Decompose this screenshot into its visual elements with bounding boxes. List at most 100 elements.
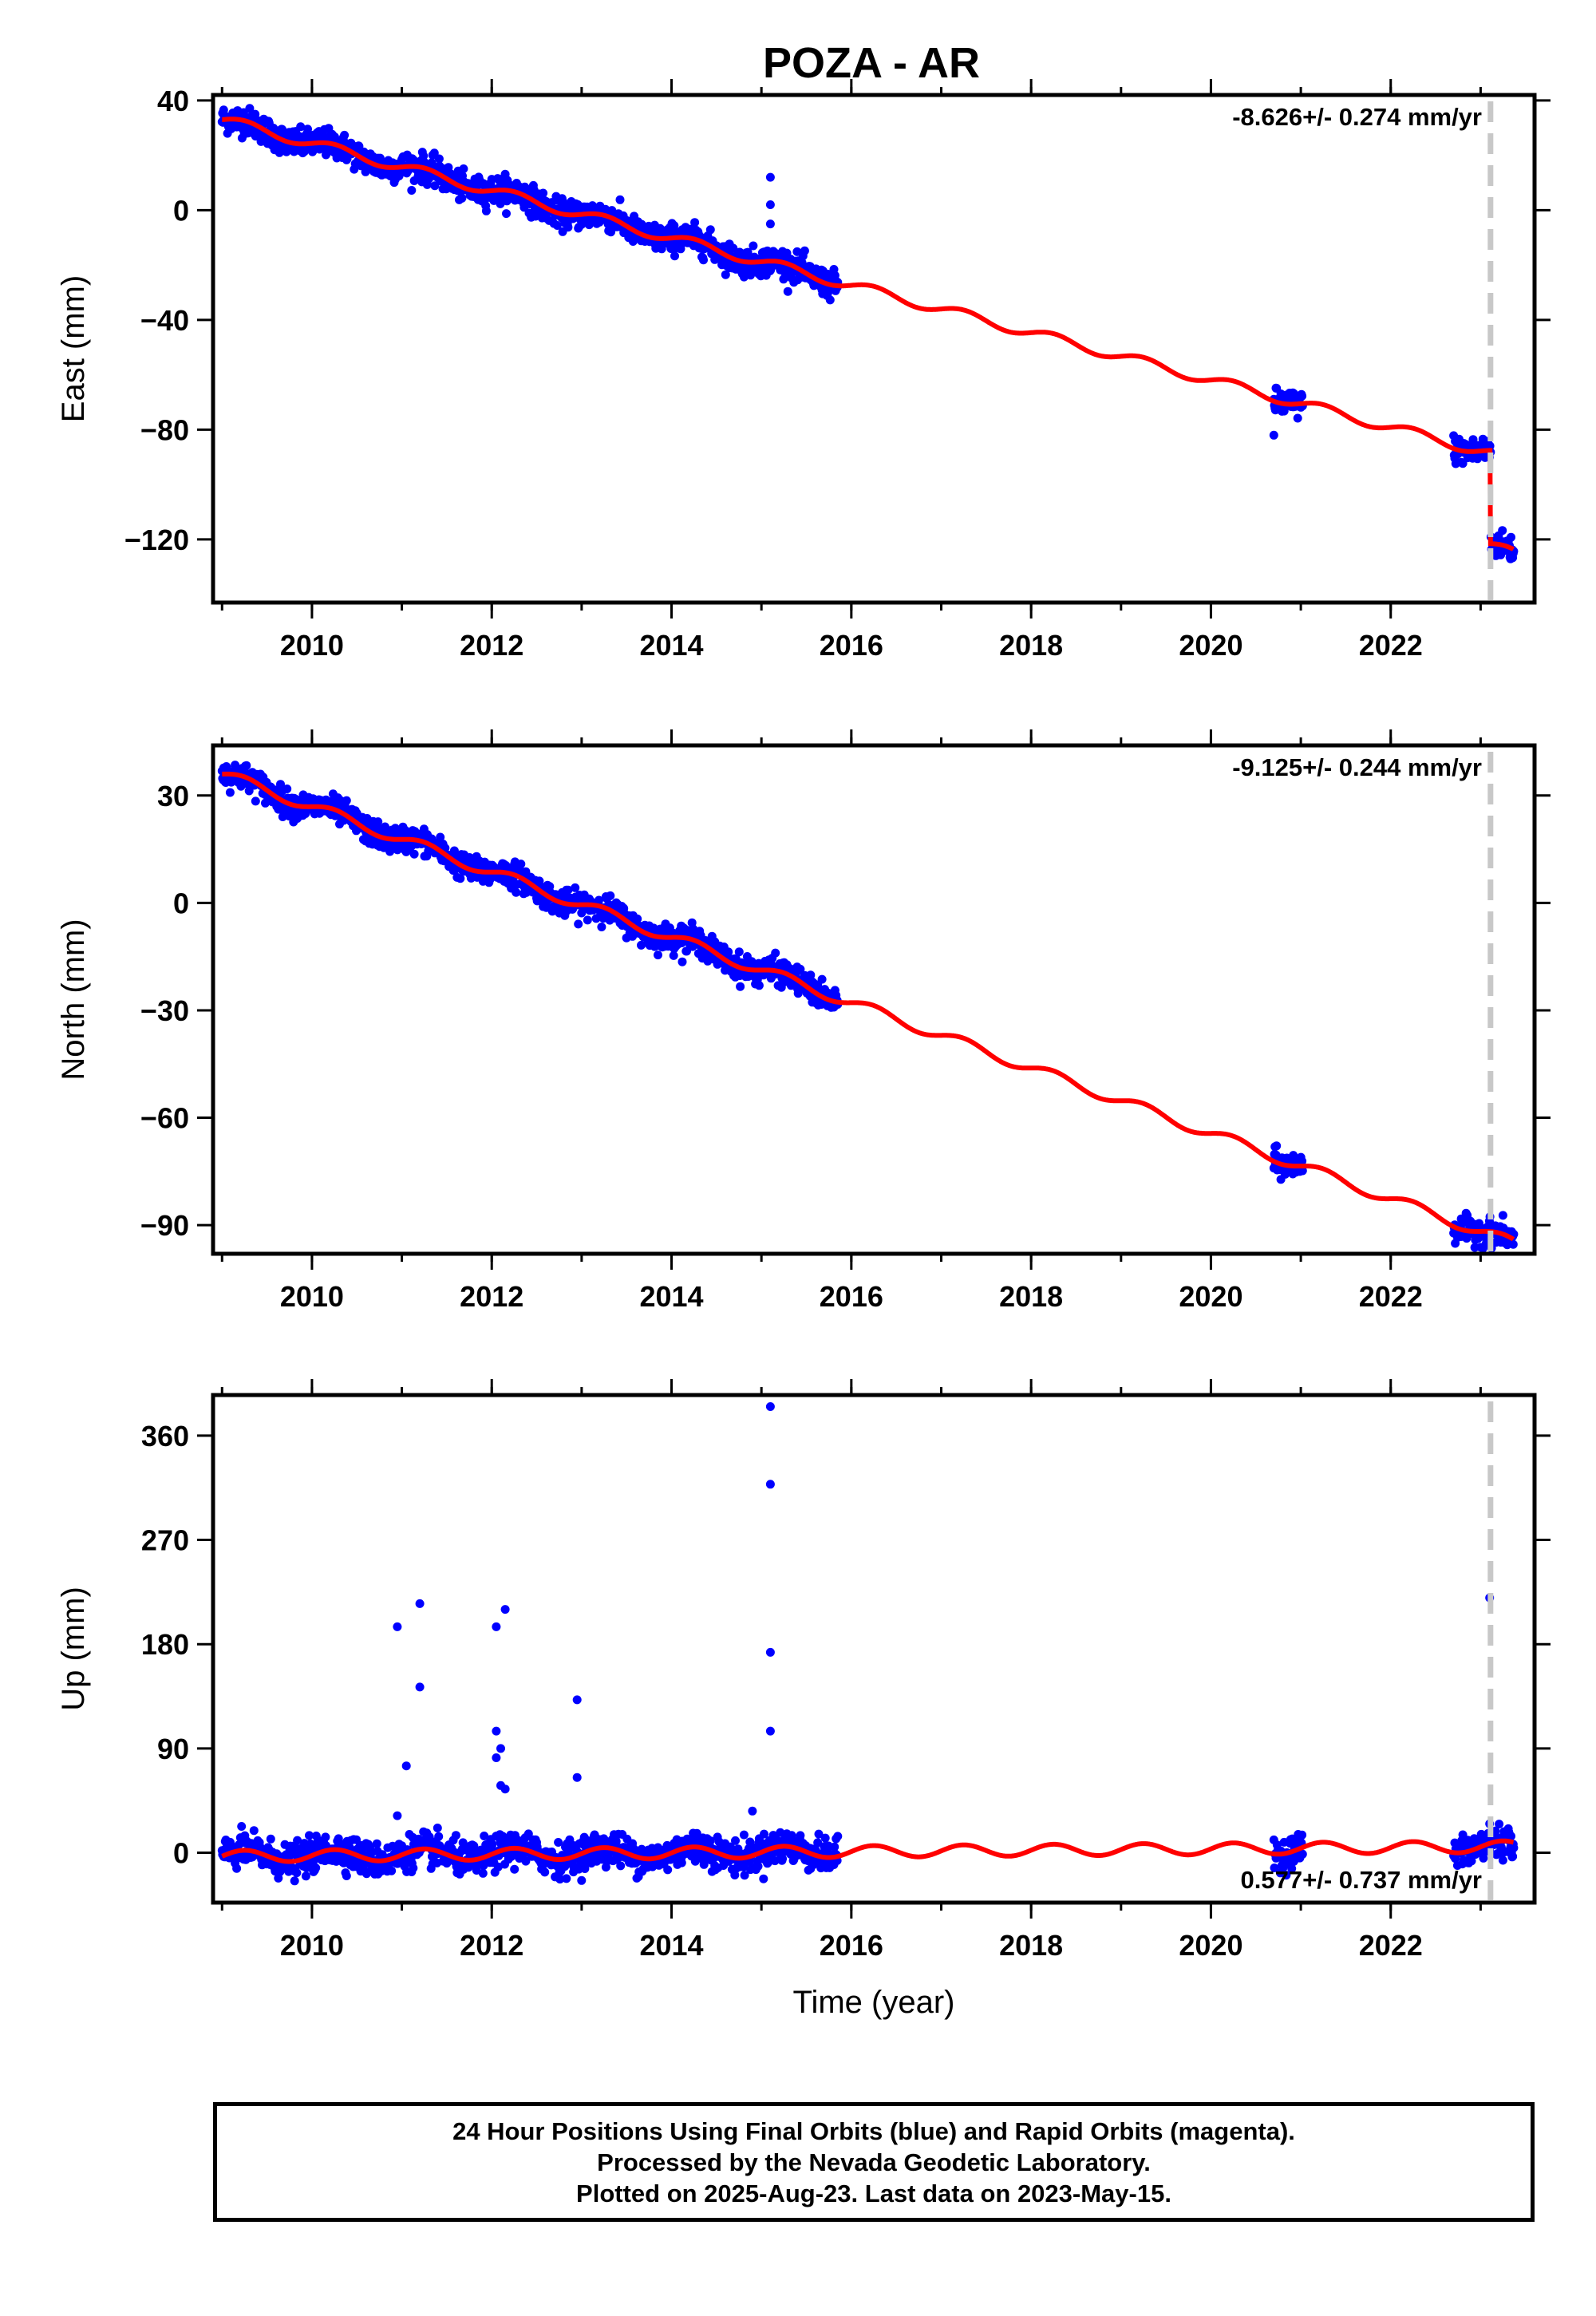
data-point (724, 947, 733, 957)
data-point (249, 1826, 259, 1836)
data-point (1293, 413, 1302, 423)
outlier-point (765, 219, 775, 229)
data-point (1476, 1829, 1486, 1839)
y-tick-label: −80 (140, 413, 189, 446)
rate-label: -8.626+/- 0.274 mm/yr (1232, 103, 1482, 131)
footer-line-2: Processed by the Nevada Geodetic Laborat… (597, 2148, 1151, 2176)
data-point (759, 1874, 768, 1883)
data-point (760, 1829, 768, 1839)
data-point (393, 845, 402, 855)
data-point (278, 812, 287, 821)
data-point (430, 181, 440, 191)
data-point (682, 947, 691, 956)
data-point (305, 1831, 314, 1840)
data-point (552, 221, 562, 230)
data-point (478, 1868, 488, 1878)
x-tick-label: 2012 (460, 1929, 523, 1962)
data-point (523, 1829, 533, 1839)
x-tick-label: 2010 (280, 1929, 344, 1962)
y-tick-label: 180 (141, 1628, 189, 1661)
y-axis-label: East (mm) (56, 275, 91, 422)
y-tick-label: −90 (140, 1209, 189, 1242)
data-point (611, 1836, 621, 1846)
data-point (512, 887, 521, 897)
data-point (577, 1875, 587, 1885)
data-point (1498, 1211, 1507, 1220)
outlier-point (492, 1753, 501, 1762)
data-point (736, 982, 745, 991)
x-tick-label: 2022 (1359, 1280, 1423, 1313)
y-tick-label: 0 (173, 887, 189, 919)
x-tick-label: 2014 (639, 1280, 703, 1313)
data-point (496, 199, 505, 208)
rate-label: 0.577+/- 0.737 mm/yr (1241, 1866, 1482, 1894)
data-point (731, 1836, 740, 1845)
data-point (1468, 435, 1478, 445)
data-point (1298, 1849, 1307, 1859)
data-point (521, 1856, 531, 1866)
data-point (574, 919, 583, 929)
y-tick-label: 0 (173, 1837, 189, 1870)
x-tick-label: 2022 (1359, 629, 1423, 662)
data-point (275, 148, 284, 157)
data-point (699, 1860, 709, 1869)
plot-frame (211, 1393, 1537, 1905)
data-point (340, 130, 350, 140)
data-point (1298, 1156, 1307, 1166)
data-point (1507, 532, 1515, 542)
data-point (387, 1866, 397, 1875)
data-point (1498, 1856, 1507, 1865)
data-point (734, 947, 744, 957)
data-point (480, 1832, 489, 1840)
data-point (833, 1832, 843, 1841)
outlier-point (500, 1605, 510, 1614)
y-axis-label: North (mm) (56, 919, 91, 1080)
data-point (540, 1867, 550, 1877)
y-tick-label: −60 (140, 1102, 189, 1135)
data-point (372, 1839, 381, 1848)
data-point (394, 172, 404, 180)
data-point (276, 780, 285, 789)
data-point (225, 788, 235, 797)
data-point (820, 1833, 830, 1843)
data-point (796, 1831, 805, 1840)
outlier-point (765, 172, 775, 182)
outlier-point (496, 1744, 505, 1753)
data-point (1287, 1863, 1297, 1873)
x-tick-label: 2020 (1179, 1280, 1242, 1313)
data-point (516, 860, 526, 869)
data-point (419, 151, 429, 160)
outlier-point (393, 1622, 402, 1631)
plot-frame (211, 743, 1537, 1256)
model-line (222, 117, 1515, 551)
gps-points (217, 1402, 1519, 1886)
data-point (690, 218, 700, 227)
data-point (663, 1865, 673, 1875)
data-point (1458, 459, 1468, 468)
data-point (615, 195, 625, 204)
data-point (555, 1875, 565, 1884)
x-tick-label: 2012 (460, 629, 523, 662)
data-point (740, 1871, 749, 1880)
data-point (1270, 1863, 1279, 1872)
data-point (583, 915, 592, 925)
x-tick-label: 2010 (280, 1280, 344, 1313)
data-point (251, 796, 260, 806)
data-point (1298, 1830, 1307, 1840)
rate-label: -9.125+/- 0.244 mm/yr (1232, 753, 1482, 781)
up-panel: 2010 2012 2014 2016 2018 2020 2022 360 270 180 90 0… (56, 1379, 1551, 2020)
data-point (825, 295, 835, 305)
data-point (654, 951, 662, 960)
data-point (705, 225, 715, 235)
data-point (290, 1876, 299, 1886)
data-point (1508, 1852, 1518, 1861)
y-tick-label: 270 (141, 1524, 189, 1557)
data-point (562, 1874, 571, 1883)
outlier-point (415, 1682, 425, 1692)
data-point (459, 164, 468, 173)
chart-title: POZA - AR (763, 39, 980, 87)
data-point (1507, 1832, 1515, 1841)
data-point (456, 874, 465, 883)
plot-area (217, 1402, 1519, 1886)
data-point (237, 1822, 247, 1831)
